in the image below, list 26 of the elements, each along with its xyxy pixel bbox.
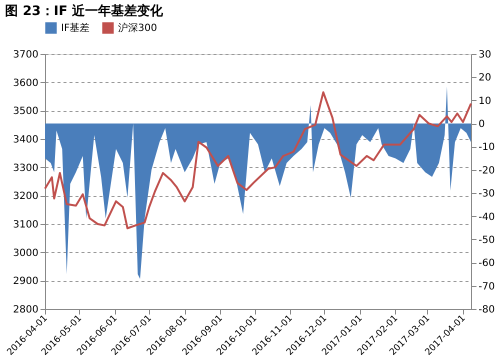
y2-tick-label: -10 <box>478 142 495 154</box>
legend-label: 沪深300 <box>118 22 158 34</box>
y-tick-label: 3700 <box>13 50 38 60</box>
y2-tick-label: -20 <box>478 165 495 176</box>
y2-tick-label: -80 <box>478 304 495 316</box>
y2-tick-label: -50 <box>478 234 495 246</box>
legend-label: IF基差 <box>61 22 90 34</box>
line-series <box>44 91 472 230</box>
y2-tick-label: -30 <box>478 188 495 200</box>
y-tick-label: 3100 <box>13 220 38 230</box>
y-tick-label: 3500 <box>13 106 38 118</box>
y-tick-label: 3200 <box>13 191 38 202</box>
y2-tick-label: 0 <box>478 119 485 130</box>
y2-tick-label: 30 <box>478 50 492 60</box>
y-tick-label: 2900 <box>13 276 38 288</box>
y2-tick-label: 10 <box>478 96 492 107</box>
y-tick-label: 2800 <box>13 304 38 316</box>
y-tick-label: 3000 <box>13 248 38 259</box>
y-tick-label: 3300 <box>13 162 38 174</box>
y2-tick-label: -70 <box>478 281 495 292</box>
chart-title: 图 23：IF 近一年基差变化 <box>5 3 164 19</box>
y-tick-label: 3600 <box>13 78 38 89</box>
y2-tick-label: -60 <box>478 258 495 270</box>
y2-tick-label: 20 <box>478 72 492 84</box>
y-tick-label: 3400 <box>13 134 38 146</box>
y2-tick-label: -40 <box>478 212 495 223</box>
